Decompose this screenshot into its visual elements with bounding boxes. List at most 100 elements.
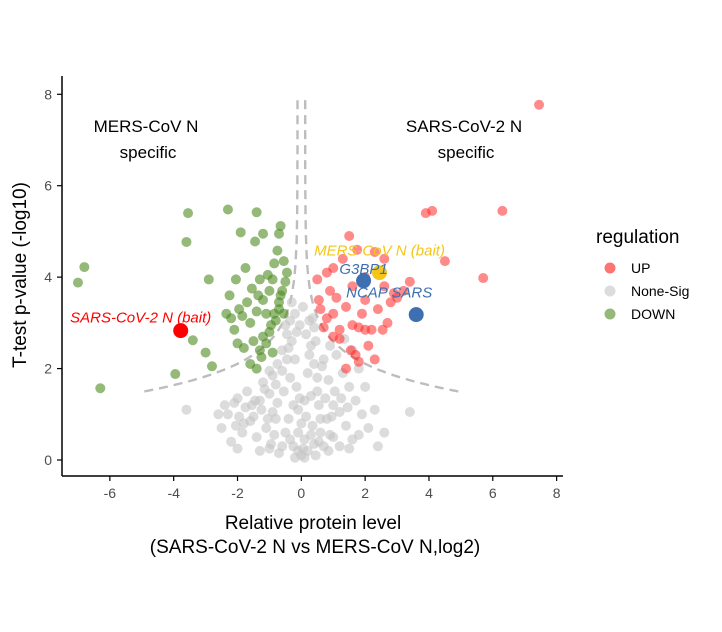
point-none-sig bbox=[261, 423, 272, 433]
point-up bbox=[337, 253, 348, 264]
point-down bbox=[275, 220, 286, 231]
point-up bbox=[318, 322, 329, 333]
y-tick-label: 6 bbox=[44, 178, 52, 194]
x-tick-label: 4 bbox=[425, 485, 433, 501]
point-up bbox=[497, 205, 508, 216]
point-down bbox=[222, 204, 233, 215]
legend-swatch-up bbox=[604, 262, 616, 274]
point-none-sig bbox=[232, 393, 243, 404]
point-none-sig bbox=[259, 384, 270, 395]
plot-area bbox=[72, 95, 545, 463]
region-label-right-line1: SARS-CoV-2 N bbox=[406, 117, 522, 136]
point-up bbox=[385, 297, 396, 308]
point-up bbox=[478, 273, 489, 284]
point-none-sig bbox=[341, 420, 352, 431]
point-none-sig bbox=[404, 407, 415, 417]
point-down bbox=[251, 363, 262, 374]
point-down bbox=[251, 207, 262, 218]
point-down bbox=[278, 256, 289, 267]
point-none-sig bbox=[305, 429, 316, 440]
point-up bbox=[379, 253, 390, 264]
point-none-sig bbox=[304, 349, 315, 360]
point-down bbox=[250, 236, 261, 247]
legend-title: regulation bbox=[596, 227, 679, 248]
point-down bbox=[183, 208, 194, 219]
point-down bbox=[253, 290, 264, 301]
point-none-sig bbox=[272, 397, 283, 408]
point-down bbox=[229, 324, 240, 335]
x-tick-label: 8 bbox=[553, 485, 561, 501]
point-down bbox=[245, 317, 256, 328]
point-down bbox=[272, 245, 283, 256]
point-none-sig bbox=[293, 445, 304, 456]
point-none-sig bbox=[320, 393, 331, 404]
point-none-sig bbox=[372, 441, 383, 452]
point-none-sig bbox=[294, 393, 305, 404]
y-axis-title: T-test p-value (-log10) bbox=[10, 182, 31, 368]
point-none-sig bbox=[277, 365, 288, 376]
point-up bbox=[388, 288, 399, 299]
point-up bbox=[321, 313, 332, 324]
point-down bbox=[224, 290, 235, 301]
none-sig-points bbox=[181, 297, 415, 463]
point-down bbox=[267, 274, 278, 285]
point-down bbox=[234, 304, 245, 315]
point-none-sig bbox=[226, 436, 237, 447]
point-none-sig bbox=[238, 418, 249, 429]
point-none-sig bbox=[251, 432, 262, 443]
point-up bbox=[331, 292, 342, 303]
point-none-sig bbox=[334, 441, 345, 452]
point-up bbox=[372, 304, 383, 315]
point-down bbox=[281, 267, 292, 278]
point-none-sig bbox=[219, 400, 230, 411]
x-tick-label: 0 bbox=[297, 485, 305, 501]
point-none-sig bbox=[285, 434, 296, 445]
point-none-sig bbox=[283, 413, 294, 424]
point-up bbox=[325, 285, 336, 296]
threshold-curve-right bbox=[304, 95, 459, 393]
region-label-left-line1: MERS-CoV N bbox=[94, 117, 199, 136]
legend-swatch-none-sig bbox=[604, 285, 616, 297]
point-none-sig bbox=[312, 372, 323, 383]
point-down bbox=[226, 313, 237, 324]
x-axis-title-line1: Relative protein level bbox=[225, 513, 401, 534]
point-down bbox=[206, 361, 217, 372]
point-none-sig bbox=[254, 445, 265, 456]
point-down bbox=[248, 336, 259, 347]
down-points bbox=[72, 204, 292, 394]
point-none-sig bbox=[315, 413, 326, 424]
point-down bbox=[273, 228, 284, 239]
x-tick-label: 2 bbox=[361, 485, 369, 501]
point-up bbox=[347, 320, 358, 331]
point-none-sig bbox=[369, 404, 380, 415]
point-none-sig bbox=[246, 400, 257, 411]
point-none-sig bbox=[317, 361, 328, 372]
point-up bbox=[344, 231, 355, 241]
point-none-sig bbox=[307, 420, 318, 431]
point-none-sig bbox=[269, 429, 280, 440]
highlight-annotations: SARS-CoV-2 N (bait) MERS-CoV N (bait)G3BP… bbox=[70, 243, 445, 327]
point-none-sig bbox=[294, 320, 305, 331]
point-none-sig bbox=[297, 301, 308, 312]
point-up bbox=[334, 324, 345, 335]
point-none-sig bbox=[242, 386, 253, 397]
point-up bbox=[382, 317, 393, 328]
highlight-label: G3BP1 bbox=[339, 261, 387, 278]
point-up bbox=[321, 267, 332, 278]
point-none-sig bbox=[313, 400, 324, 411]
point-none-sig bbox=[222, 409, 233, 420]
point-none-sig bbox=[310, 450, 321, 461]
highlight-point bbox=[408, 307, 424, 323]
point-up bbox=[420, 208, 431, 219]
point-none-sig bbox=[312, 386, 323, 397]
point-up bbox=[312, 274, 323, 285]
point-none-sig bbox=[270, 379, 281, 390]
point-down bbox=[280, 276, 291, 287]
x-tick-label: -4 bbox=[167, 485, 180, 501]
point-down bbox=[251, 306, 262, 317]
point-down bbox=[270, 315, 281, 326]
point-down bbox=[187, 335, 198, 346]
point-down bbox=[203, 274, 214, 285]
point-down bbox=[278, 308, 289, 319]
legend-swatch-down bbox=[604, 308, 616, 320]
